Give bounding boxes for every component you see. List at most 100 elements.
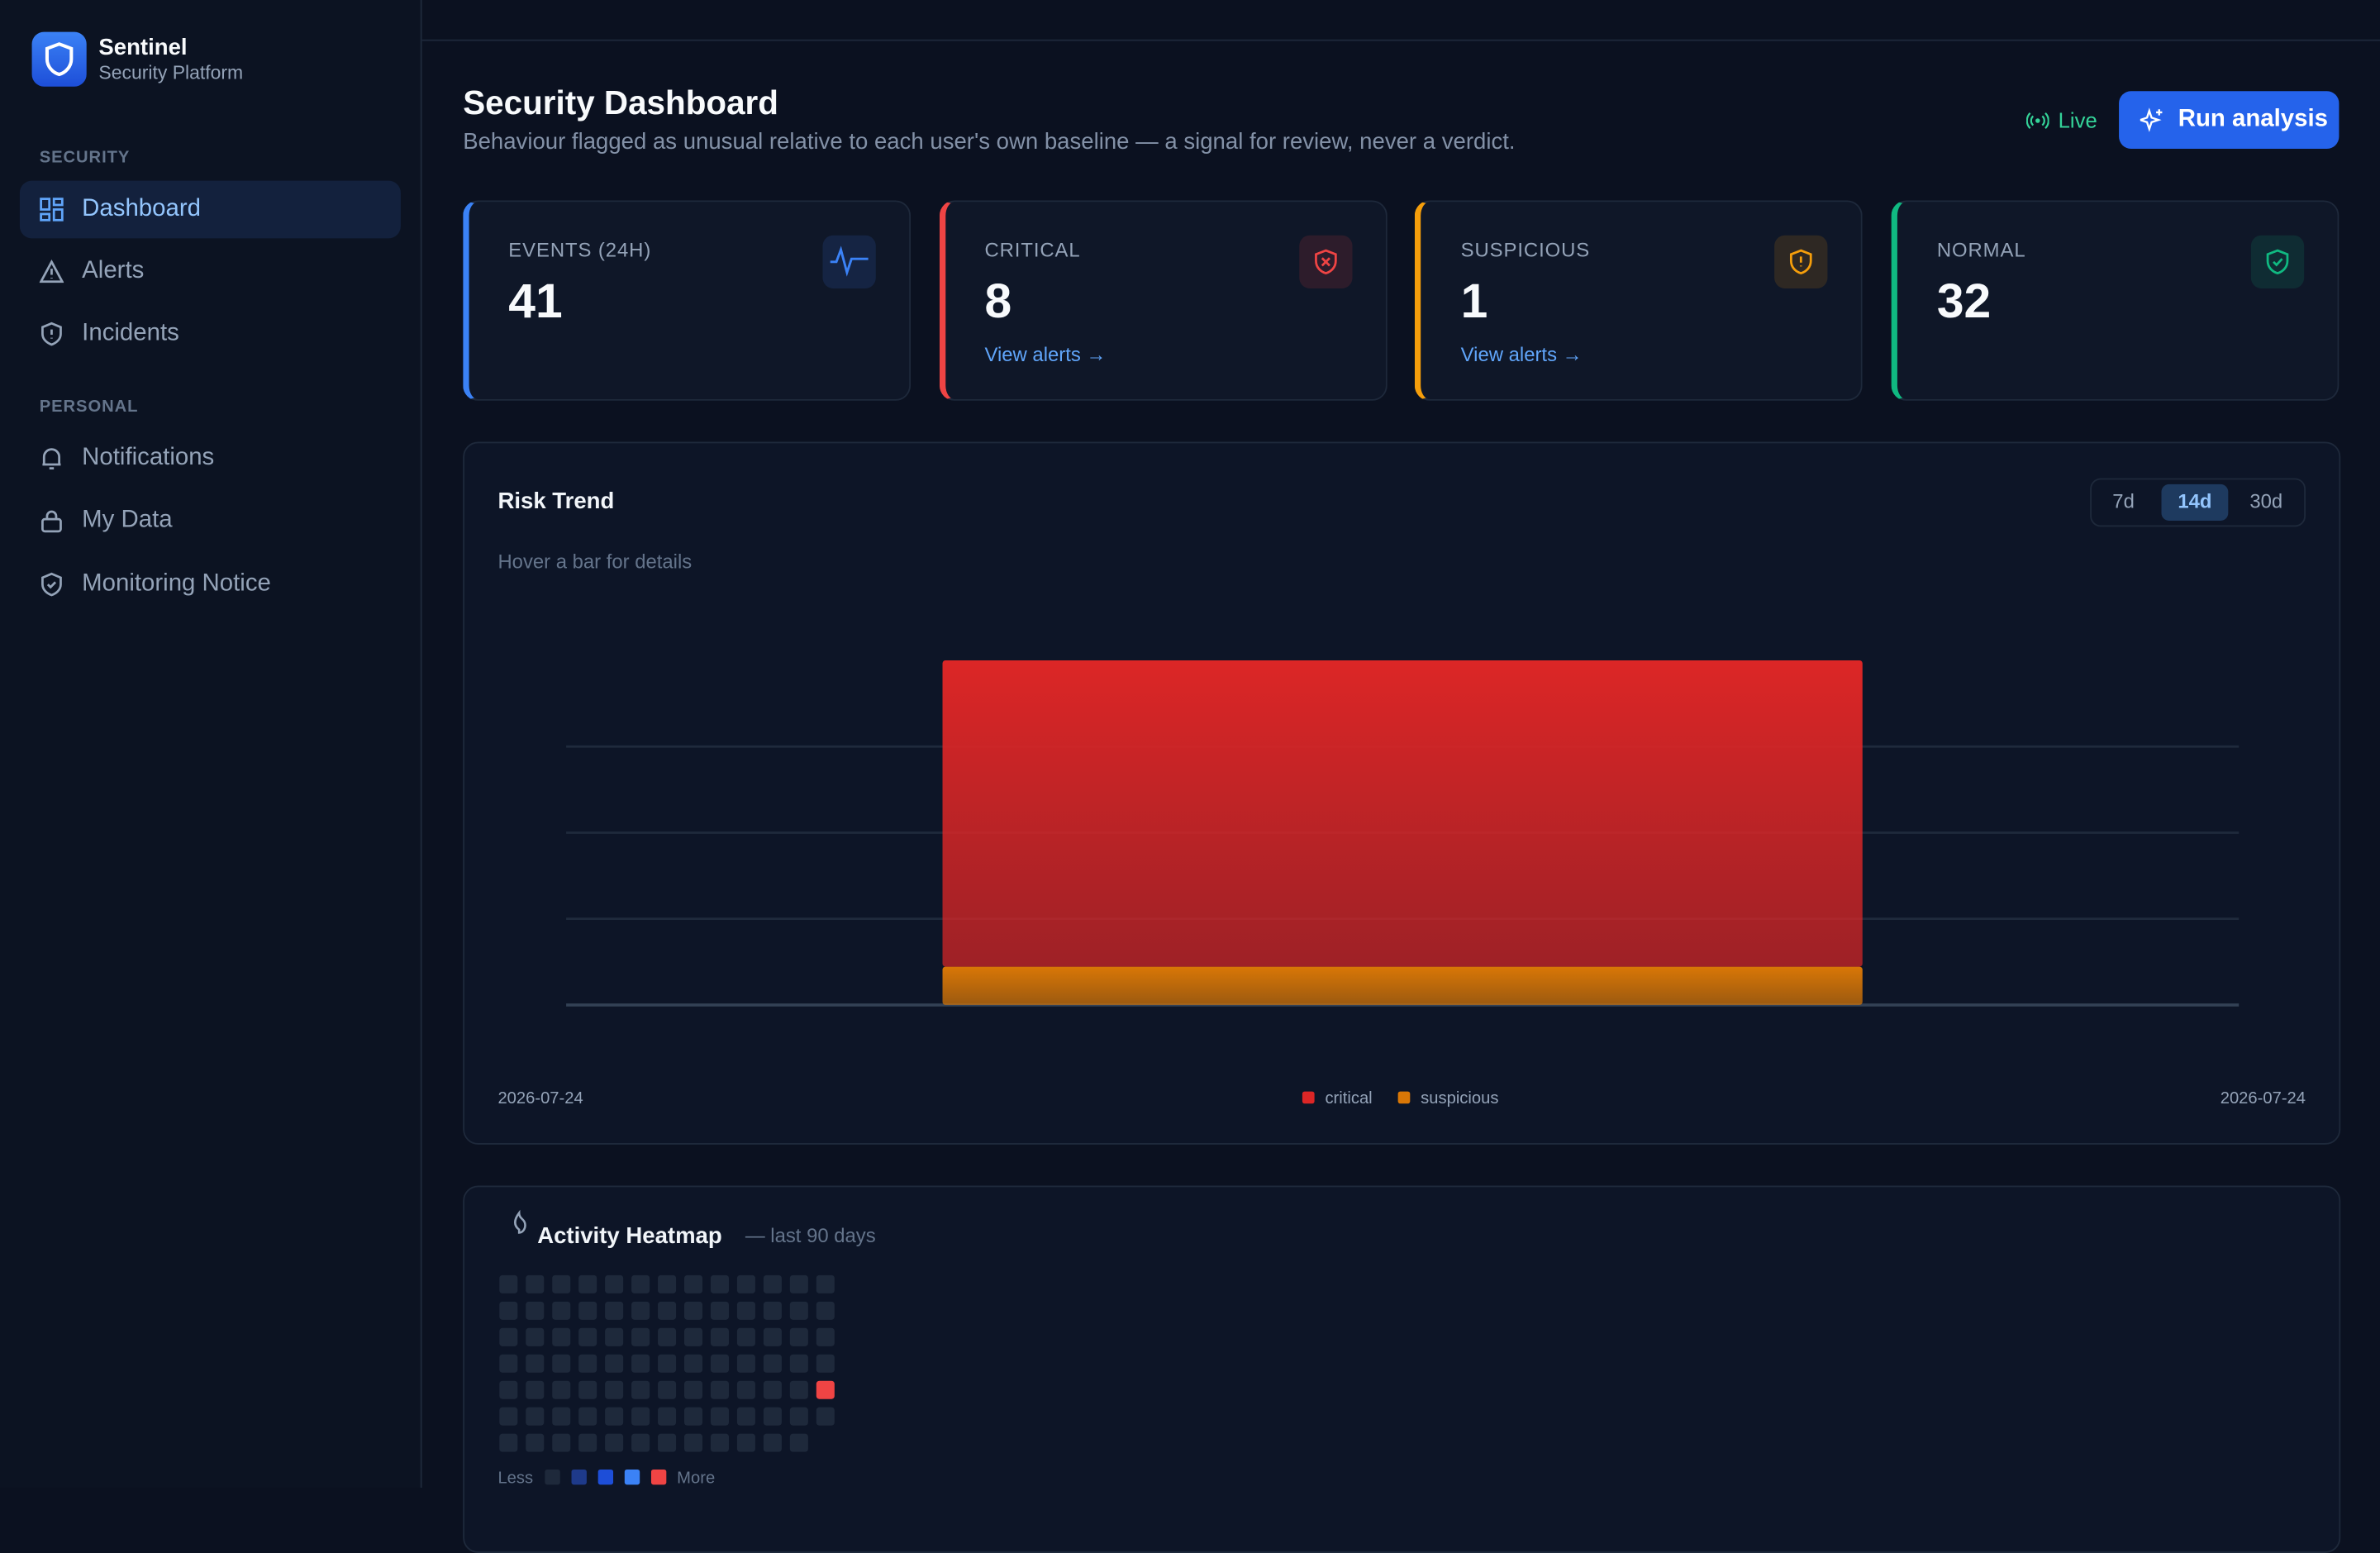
nav-item[interactable]: Dashboard <box>19 180 401 239</box>
stat-label: EVENTS (24H) <box>508 238 652 261</box>
heatmap-cell <box>526 1327 545 1346</box>
heatmap-cell <box>736 1407 755 1426</box>
heatmap-cell <box>631 1380 650 1399</box>
heatmap-cell <box>763 1301 782 1320</box>
heatmap-cell <box>763 1327 782 1346</box>
page-title: Security Dashboard <box>463 83 778 121</box>
heatmap-cell <box>499 1433 518 1452</box>
heatmap-cell <box>658 1301 677 1320</box>
heatmap-cell <box>736 1433 755 1452</box>
stat-label: CRITICAL <box>984 238 1081 261</box>
heatmap-subtitle: — last 90 days <box>745 1225 876 1247</box>
x-axis-end: 2026-07-24 <box>2221 1089 2306 1108</box>
heatmap-cell <box>763 1380 782 1399</box>
heatmap-cell <box>526 1433 545 1452</box>
stat-value: 8 <box>984 273 1012 328</box>
heatmap-cell <box>631 1433 650 1452</box>
legend-swatch <box>624 1469 640 1485</box>
heatmap-cell <box>552 1433 571 1452</box>
activity-heatmap: Activity Heatmap — last 90 days Less More <box>497 1209 876 1487</box>
heatmap-cell <box>816 1407 835 1426</box>
heatmap-cell <box>578 1327 597 1346</box>
nav-item[interactable]: Monitoring Notice <box>20 555 401 613</box>
icon <box>1314 249 1337 275</box>
heatmap-cell <box>552 1407 571 1426</box>
heatmap-cell <box>552 1301 571 1320</box>
view-alerts-link[interactable]: View alerts → <box>984 343 1107 366</box>
heatmap-cell <box>631 1274 650 1293</box>
heatmap-cell <box>526 1301 545 1320</box>
heatmap-cell <box>816 1301 835 1320</box>
stat-value: 41 <box>508 273 563 328</box>
sidebar: Sentinel Security Platform SECURITY Dash… <box>0 0 422 1489</box>
button-label: Run analysis <box>2178 106 2329 132</box>
heatmap-cell <box>684 1380 703 1399</box>
section-heading: SECURITY <box>39 149 131 168</box>
heatmap-cell <box>526 1274 545 1293</box>
heatmap-cell <box>499 1274 518 1293</box>
heatmap-cell <box>552 1354 571 1373</box>
stat-label: NORMAL <box>1936 238 2026 261</box>
chart-subtitle: Hover a bar for details <box>497 551 692 574</box>
heatmap-cell <box>552 1274 571 1293</box>
heatmap-cell <box>789 1274 808 1293</box>
heatmap-cell <box>816 1274 835 1293</box>
heatmap-cell <box>816 1380 835 1399</box>
heatmap-cell <box>710 1407 730 1426</box>
nav-item[interactable]: My Data <box>20 492 401 550</box>
icon <box>1790 249 1813 275</box>
heatmap-cell <box>710 1380 730 1399</box>
heatmap-cell <box>736 1327 755 1346</box>
brand: Sentinel <box>98 35 188 61</box>
heatmap-cell <box>526 1380 545 1399</box>
stat-card: EVENTS (24H) 41 <box>463 200 912 401</box>
heatmap-cell <box>684 1301 703 1320</box>
heatmap-cell <box>499 1301 518 1320</box>
legend-swatch <box>571 1469 587 1485</box>
view-alerts-link[interactable]: View alerts → <box>1460 343 1583 366</box>
legend-swatch <box>1302 1091 1315 1104</box>
range-option[interactable]: 7d <box>2112 490 2135 512</box>
heatmap-cell <box>710 1327 730 1346</box>
nav-item[interactable]: Alerts <box>20 243 401 301</box>
heatmap-cell <box>736 1354 755 1373</box>
flame-icon <box>514 1209 526 1234</box>
heatmap-cell <box>499 1354 518 1373</box>
heatmap-cell <box>499 1407 518 1426</box>
heatmap-cell <box>684 1407 703 1426</box>
chart-title: Risk Trend <box>497 488 614 513</box>
heatmap-cell <box>763 1354 782 1373</box>
heatmap-cell <box>658 1327 677 1346</box>
section-heading: PERSONAL <box>39 398 139 417</box>
risk-trend-panel: Risk Trend Hover a bar for details 7d 14d 30… <box>463 441 2341 1145</box>
heatmap-cell <box>605 1327 624 1346</box>
heatmap-cell <box>684 1327 703 1346</box>
heatmap-cell <box>499 1327 518 1346</box>
heatmap-cell <box>789 1301 808 1320</box>
heatmap-cell <box>631 1301 650 1320</box>
range-active <box>2161 484 2229 522</box>
stat-icon <box>1774 235 1829 288</box>
range-option[interactable]: 14d <box>2178 490 2211 512</box>
legend-label: suspicious <box>1421 1089 1498 1108</box>
heatmap-cell <box>631 1354 650 1373</box>
risk-trend-chart: Risk Trend Hover a bar for details 7d 14d 30… <box>497 484 2306 1108</box>
heatmap-cell <box>605 1354 624 1373</box>
range-option[interactable]: 30d <box>2249 490 2282 512</box>
heatmap-cell <box>605 1407 624 1426</box>
legend-swatch <box>545 1469 560 1485</box>
heatmap-cell <box>789 1354 808 1373</box>
heatmap-cell <box>684 1274 703 1293</box>
heatmap-cell <box>631 1407 650 1426</box>
nav-item[interactable]: Incidents <box>20 305 401 363</box>
nav-label: Alerts <box>82 258 145 284</box>
heatmap-cell <box>499 1380 518 1399</box>
bar-segment <box>942 660 1863 967</box>
run-analysis-button[interactable]: Run analysis <box>2119 91 2340 150</box>
heatmap-cell <box>658 1274 677 1293</box>
nav-item[interactable]: Notifications <box>20 430 401 488</box>
stat-label: SUSPICIOUS <box>1460 238 1591 261</box>
legend-high: More <box>677 1469 715 1487</box>
heatmap-cell <box>605 1380 624 1399</box>
